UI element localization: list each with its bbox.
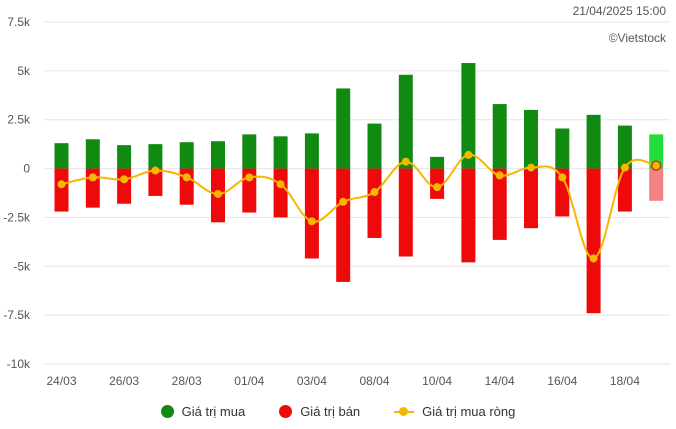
net-point	[276, 180, 285, 189]
buy-bar	[211, 141, 225, 169]
net-point	[558, 173, 567, 182]
legend-item-sell[interactable]: Giá trị bán	[279, 404, 360, 419]
net-point	[182, 173, 191, 182]
x-tick-label: 16/04	[547, 374, 577, 388]
chart-area: 7.5k 5k 2.5k 0 -2.5k -5k -7.5k -10k 24/03 26/03 2…	[3, 15, 670, 388]
sell-bar	[117, 168, 132, 204]
buy-bar	[179, 142, 194, 169]
net-point	[495, 171, 504, 180]
net-point	[620, 163, 629, 172]
legend-buy-marker	[160, 405, 174, 418]
net-point	[88, 173, 97, 182]
legend-item-buy[interactable]: Giá trị mua	[160, 404, 246, 419]
sell-bar	[524, 168, 538, 229]
net-point	[650, 160, 662, 171]
net-point	[464, 150, 473, 159]
buy-bar	[273, 136, 288, 169]
sell-bar	[336, 168, 351, 282]
buy-bar	[54, 143, 69, 169]
buy-bar	[117, 145, 132, 169]
x-tick-label: 18/04	[610, 374, 640, 388]
x-tick-label: 14/04	[485, 374, 515, 388]
net-point	[120, 175, 129, 184]
legend-sell-label: Giá trị bán	[300, 404, 361, 419]
buy-bar	[148, 144, 163, 169]
legend: Giá trị mua Giá trị bán Giá trị mua ròng	[0, 404, 676, 419]
net-point	[370, 188, 379, 197]
buy-bar	[492, 104, 507, 169]
legend-buy-label: Giá trị mua	[181, 404, 246, 419]
buy-bar	[617, 125, 632, 169]
sell-bar	[555, 168, 570, 217]
y-tick-label: -10k	[7, 357, 31, 371]
legend-net-label: Giá trị mua ròng	[422, 404, 516, 419]
sell-bar	[398, 168, 413, 257]
buy-bar	[85, 139, 100, 169]
x-tick-label: 26/03	[109, 374, 139, 388]
net-point	[245, 173, 254, 182]
sell-bar	[54, 168, 69, 212]
net-point	[589, 254, 598, 263]
y-tick-label: 0	[23, 162, 30, 176]
y-tick-label: 2.5k	[7, 113, 31, 127]
legend-sell-marker	[279, 405, 293, 418]
x-tick-label: 03/04	[297, 374, 327, 388]
legend-net-marker	[394, 405, 415, 418]
buy-bar	[586, 114, 601, 169]
buy-bar	[461, 63, 476, 169]
y-tick-label: -7.5k	[3, 308, 31, 322]
net-point	[433, 183, 442, 192]
timestamp: 21/04/2025 15:00	[572, 4, 666, 18]
sell-bar	[273, 168, 288, 218]
net-point	[527, 163, 535, 172]
buy-bar	[367, 123, 382, 169]
y-tick-label: -2.5k	[3, 210, 31, 224]
buy-bar	[555, 128, 570, 169]
net-point	[339, 197, 348, 206]
sell-bar	[148, 168, 163, 196]
buy-bar	[242, 134, 257, 169]
buy-bar	[336, 88, 351, 169]
sell-bar	[304, 168, 319, 259]
sell-bar	[586, 168, 601, 314]
sell-bar	[492, 168, 507, 240]
legend-item-net[interactable]: Giá trị mua ròng	[394, 404, 515, 419]
x-tick-label: 24/03	[46, 374, 76, 388]
watermark: ©Vietstock	[608, 31, 666, 45]
buy-bar	[649, 134, 664, 169]
buy-bar	[398, 74, 413, 169]
net-point	[307, 217, 316, 226]
y-tick-label: 7.5k	[7, 15, 31, 29]
buy-bar	[304, 133, 319, 169]
sell-bar	[617, 168, 632, 212]
net-point	[401, 157, 410, 166]
buy-bar	[430, 156, 445, 169]
x-tick-label: 08/04	[359, 374, 389, 388]
net-point	[151, 166, 160, 175]
sell-bar	[649, 168, 664, 201]
net-line	[61, 153, 657, 260]
x-tick-label: 01/04	[234, 374, 264, 388]
sell-bar	[461, 168, 476, 263]
sell-bar	[367, 168, 382, 238]
buy-bar	[524, 109, 538, 169]
sell-bar	[242, 168, 257, 213]
net-point	[57, 180, 66, 189]
y-tick-label: 5k	[17, 64, 31, 78]
x-tick-label: 10/04	[422, 374, 452, 388]
net-point	[214, 189, 222, 198]
y-tick-label: -5k	[13, 259, 31, 273]
x-tick-label: 28/03	[172, 374, 202, 388]
